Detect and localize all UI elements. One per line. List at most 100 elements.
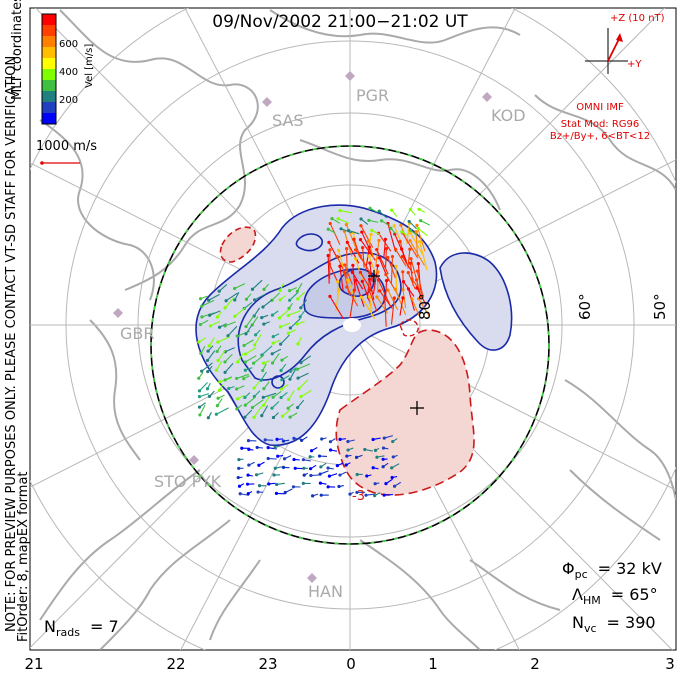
colorbar-swatch — [42, 69, 56, 81]
velocity-vector — [361, 231, 374, 257]
imf-clock: +Z (10 nT) +Y OMNI IMF Stat Mod: RG96 Bz… — [550, 13, 665, 142]
velocity-vector — [402, 289, 407, 309]
velocity-vector — [418, 298, 430, 317]
vector-origin — [223, 324, 227, 328]
mlt-tick-2: 2 — [530, 655, 540, 673]
velocity-vector — [245, 347, 257, 355]
velocity-vector — [234, 283, 246, 290]
vector-origin — [233, 298, 237, 302]
vector-origin — [270, 361, 275, 365]
vector-origin — [208, 324, 213, 328]
vector-origin — [360, 279, 364, 283]
vector-origin — [295, 367, 299, 371]
vector-origin — [389, 226, 393, 230]
velocity-vector — [300, 299, 307, 309]
vector-origin — [217, 325, 222, 329]
velocity-vector — [415, 279, 422, 299]
colorbar-tick-600: 600 — [59, 39, 78, 50]
velocity-vector — [384, 248, 387, 269]
velocity-vector — [394, 289, 407, 316]
vector-origin — [326, 485, 330, 489]
velocity-vector — [208, 293, 220, 301]
colorbar-swatch — [42, 102, 56, 114]
velocity-vector — [262, 299, 273, 308]
vector-origin — [398, 239, 402, 244]
vector-origin — [368, 271, 372, 275]
vector-origin — [390, 254, 395, 259]
imf-y-label: +Y — [627, 59, 642, 70]
vector-origin — [250, 287, 255, 291]
vector-origin — [300, 438, 304, 443]
velocity-vector — [337, 218, 350, 224]
vector-origin — [243, 395, 247, 400]
vector-origin — [408, 261, 413, 265]
vector-origin — [236, 360, 240, 364]
vector-origin — [338, 264, 342, 268]
vector-origin — [409, 257, 413, 261]
velocity-vector — [253, 354, 265, 364]
vector-origin — [279, 368, 283, 373]
vector-origin — [206, 416, 210, 420]
stat-lambda-hm: ΛHM = 65° — [572, 585, 658, 607]
vector-origin — [295, 322, 299, 326]
vector-origin — [275, 437, 279, 441]
velocity-vector — [401, 232, 419, 259]
velocity-vector — [419, 241, 428, 271]
velocity-vector — [411, 298, 420, 317]
velocity-vector — [352, 265, 356, 290]
velocity-vector — [251, 316, 259, 326]
mlt-tick-21: 21 — [24, 655, 43, 673]
vector-origin — [337, 484, 341, 489]
vector-origin — [299, 361, 303, 365]
vector-origin — [253, 333, 258, 337]
vector-origin — [345, 454, 349, 458]
vector-origin — [278, 325, 283, 329]
vector-origin — [292, 436, 296, 440]
velocity-vector — [347, 279, 357, 302]
velocity-vector — [395, 266, 398, 292]
velocity-vector — [351, 272, 364, 290]
velocity-vector — [289, 292, 298, 301]
vector-origin — [343, 263, 347, 267]
vector-origin — [369, 232, 373, 237]
vector-origin — [375, 295, 379, 299]
velocity-vector — [224, 321, 236, 327]
velocity-vector — [253, 307, 261, 317]
vector-origin — [416, 226, 420, 231]
velocity-vector — [261, 345, 273, 356]
vector-origin — [317, 454, 322, 458]
vector-origin — [243, 360, 248, 364]
vector-origin — [295, 289, 299, 293]
velocity-vector — [252, 279, 263, 290]
vector-origin — [327, 240, 331, 244]
vector-origin — [216, 358, 220, 363]
imf-model: Stat Mod: RG96 — [561, 119, 640, 130]
imf-source: OMNI IMF — [576, 102, 624, 113]
vector-origin — [242, 343, 246, 348]
vector-origin — [278, 288, 282, 292]
vector-origin — [348, 492, 352, 496]
vector-origin — [245, 482, 250, 486]
vector-origin — [217, 289, 221, 293]
velocity-vector — [263, 392, 277, 398]
imf-z-label: +Z (10 nT) — [610, 13, 665, 24]
vector-origin — [344, 223, 348, 227]
vector-origin — [288, 298, 292, 302]
vector-origin — [198, 413, 202, 417]
vector-origin — [352, 288, 356, 292]
velocity-vector — [346, 286, 359, 307]
vector-origin — [384, 272, 388, 277]
vector-origin — [200, 369, 204, 373]
velocity-vector — [367, 240, 375, 259]
pole-gap — [343, 318, 361, 332]
vector-origin — [271, 341, 275, 345]
mlt-tick-0: 0 — [346, 655, 356, 673]
vector-origin — [366, 239, 371, 243]
vector-origin — [275, 482, 279, 487]
vector-origin — [346, 278, 350, 282]
vector-origin — [293, 466, 297, 470]
vector-origin — [327, 474, 332, 478]
vector-origin — [416, 261, 420, 266]
preview-note: NOTE: FOR PREVIEW PURPOSES ONLY. PLEASE … — [4, 52, 19, 632]
vector-origin — [338, 473, 342, 477]
